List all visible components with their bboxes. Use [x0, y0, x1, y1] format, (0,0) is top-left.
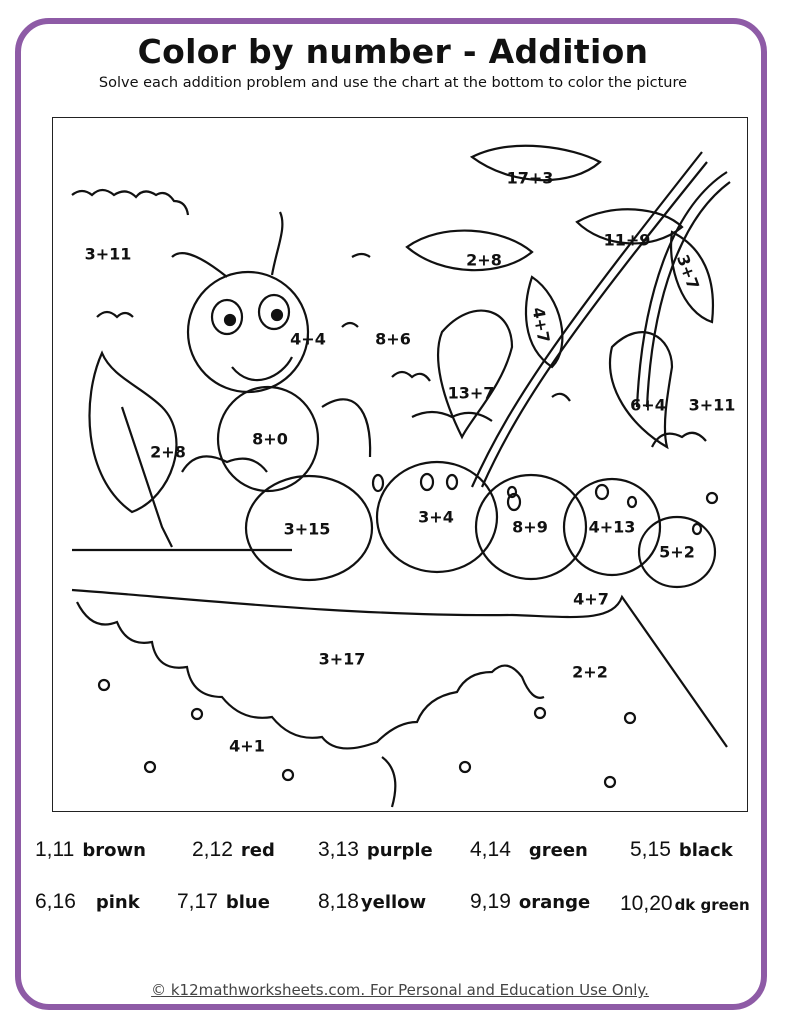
color-key-item: 4,14 green	[470, 838, 588, 861]
region-label: 8+0	[252, 429, 288, 449]
bush-outline	[72, 455, 292, 552]
leaf	[469, 144, 602, 182]
color-key-item: 9,19 orange	[470, 890, 591, 913]
leaf	[524, 275, 564, 369]
region-label: 5+2	[659, 542, 695, 562]
color-key-item: 2,12 red	[192, 838, 275, 861]
color-key-item: 7,17 blue	[177, 890, 270, 913]
region-label: 3+11	[688, 395, 736, 415]
region-label: 4+4	[290, 329, 326, 349]
caterpillar-back	[321, 398, 372, 458]
bush-outline	[71, 188, 190, 216]
caterpillar-coloring-picture	[71, 144, 731, 808]
caterpillar-segment	[375, 460, 499, 574]
region-label: 3+4	[418, 507, 454, 527]
ground-bush	[76, 601, 545, 808]
region-label: 4+13	[588, 517, 636, 537]
region-label: 2+8	[466, 250, 502, 270]
color-key-item: 5,15 black	[630, 838, 733, 861]
leaf	[575, 208, 684, 245]
coloring-picture-frame	[52, 117, 748, 812]
caterpillar-segment	[244, 474, 374, 582]
region-label: 8+6	[375, 329, 411, 349]
region-label: 13+7	[447, 383, 495, 403]
smile	[231, 356, 293, 382]
region-label: 17+3	[506, 168, 554, 188]
region-label: 3+17	[318, 649, 366, 669]
caterpillar-segment	[474, 473, 588, 581]
caterpillar-segment	[216, 385, 320, 493]
region-label: 2+2	[572, 662, 608, 682]
region-label: 3+11	[84, 244, 132, 264]
color-key-item: 8,18 yellow	[318, 890, 427, 913]
region-label: 4+7	[573, 589, 609, 609]
caterpillar-head	[186, 270, 310, 394]
leaf	[405, 229, 534, 272]
page-title: Color by number - Addition	[137, 32, 649, 71]
color-key-item: 3,13 purple	[318, 838, 433, 861]
tree-branch	[71, 588, 728, 748]
page-frame	[15, 18, 767, 1010]
leaf	[670, 230, 714, 324]
caterpillar-segment	[562, 477, 662, 577]
antenna	[171, 211, 284, 278]
region-label: 8+9	[512, 517, 548, 537]
copyright-footer-link[interactable]: © k12mathworksheets.com. For Personal an…	[151, 981, 649, 999]
leaf	[436, 309, 514, 440]
leaf	[609, 331, 674, 450]
region-label: 11+9	[603, 230, 651, 250]
color-key-item: 10,20 dk green	[620, 892, 750, 915]
leaf	[88, 350, 178, 514]
region-label: 2+8	[150, 442, 186, 462]
region-label: 4+1	[229, 736, 265, 756]
eye	[210, 298, 244, 336]
leaf-stem	[120, 406, 173, 548]
caterpillar-segment	[637, 515, 717, 589]
region-label: 6+4	[630, 395, 666, 415]
color-key-item: 6,16 pink	[35, 890, 140, 913]
region-label: 3+15	[283, 519, 331, 539]
eye	[257, 293, 291, 331]
color-key-item: 1,11 brown	[35, 838, 146, 861]
instructions: Solve each addition problem and use the …	[98, 75, 688, 91]
bush-outline	[96, 252, 707, 448]
upper-branch	[470, 151, 731, 488]
